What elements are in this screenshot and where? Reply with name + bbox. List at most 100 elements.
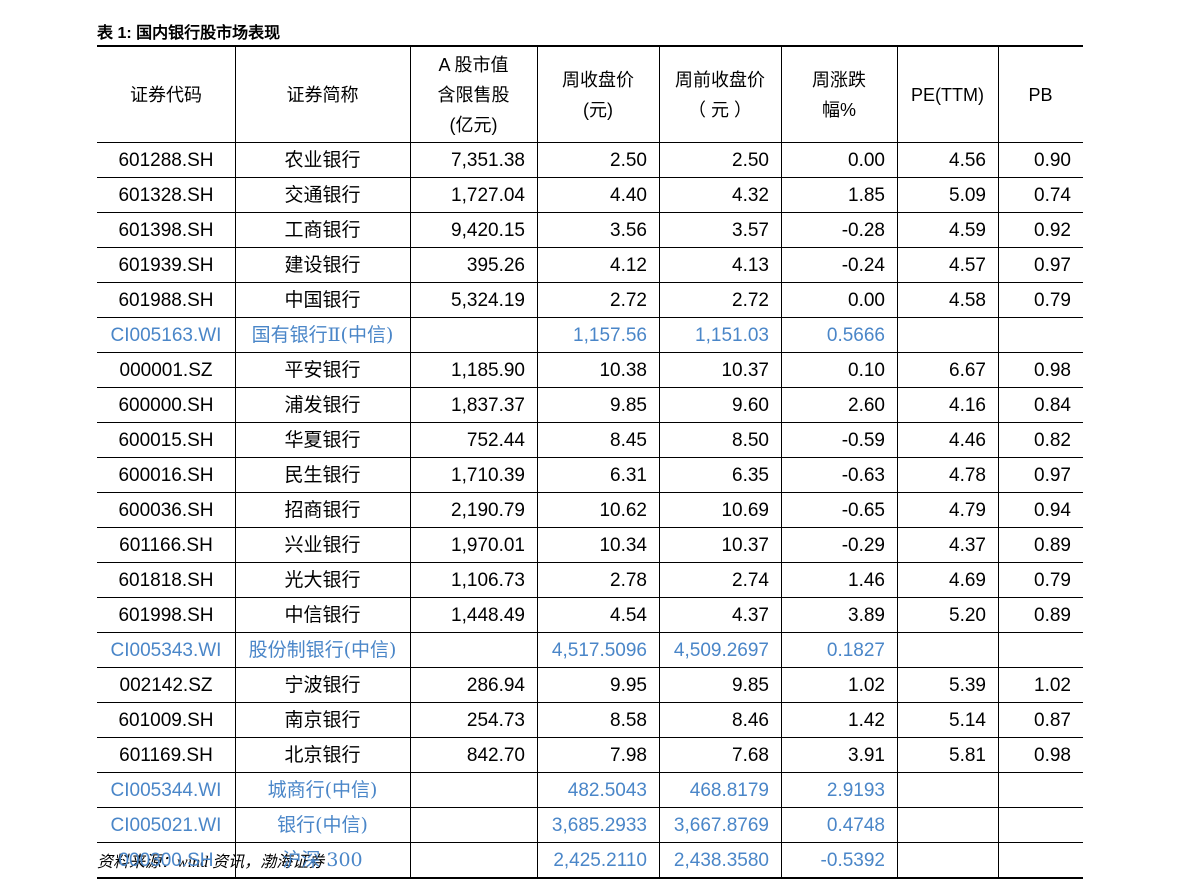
header-cell: 证券代码: [97, 46, 235, 143]
table-cell: 2,425.2110: [553, 850, 647, 871]
table-cell: 4.16: [949, 395, 986, 416]
table-cell: 4.13: [732, 255, 769, 276]
bottom-rule: [97, 877, 1083, 879]
row-rule: [97, 352, 1083, 353]
row-rule: [97, 247, 1083, 248]
header-text: (元): [583, 99, 613, 120]
table-cell: 254.73: [466, 710, 525, 731]
header-text: （ 元 ）: [687, 99, 752, 120]
table-cell: -0.5392: [820, 850, 885, 871]
table-cell: 10.34: [599, 535, 647, 556]
table-cell: 4.12: [610, 255, 647, 276]
table-cell: 5,324.19: [451, 290, 525, 311]
row-rule: [97, 282, 1083, 283]
table-cell: 4.58: [949, 290, 986, 311]
table-cell: 2.50: [732, 150, 769, 171]
table-cell: 600036.SH: [118, 500, 214, 521]
table-cell: 5.09: [949, 185, 986, 206]
table-cell: 000300.SH: [118, 850, 214, 871]
table-cell: 600016.SH: [118, 465, 214, 486]
table-cell: 城商行(中信): [267, 779, 378, 801]
table-cell: 9.95: [610, 675, 647, 696]
row-rule: [97, 527, 1083, 528]
table-cell: 601328.SH: [118, 185, 214, 206]
table-cell: 0.79: [1034, 570, 1071, 591]
table-cell: -0.65: [841, 500, 885, 521]
row-rule: [97, 562, 1083, 563]
table-cell: CI005163.WI: [110, 325, 222, 346]
table-cell: 1,106.73: [451, 570, 525, 591]
table-cell: 3.56: [610, 220, 647, 241]
header-cell: PB: [998, 46, 1083, 143]
table-cell: -0.28: [841, 220, 885, 241]
header-text: A 股市值: [438, 54, 509, 75]
table-cell: 4.56: [949, 150, 986, 171]
table-cell: 5.14: [949, 710, 986, 731]
table-cell: 建设银行: [284, 254, 361, 276]
table-cell: 国有银行Ⅱ(中信): [251, 324, 394, 346]
table-cell: 2,438.3580: [673, 850, 769, 871]
row-rule: [97, 492, 1083, 493]
table-cell: 4.32: [732, 185, 769, 206]
table-cell: 0.97: [1034, 255, 1071, 276]
header-text: 含限售股: [437, 84, 510, 105]
table-cell: 沪深 300: [282, 849, 363, 871]
table-cell: 兴业银行: [284, 534, 361, 556]
header-text: PE(TTM): [911, 84, 984, 105]
table-cell: 3.57: [732, 220, 769, 241]
table-cell: 4.37: [732, 605, 769, 626]
table-cell: 中信银行: [284, 604, 361, 626]
table-cell: 9,420.15: [451, 220, 525, 241]
table-cell: 4.57: [949, 255, 986, 276]
table-cell: 1,185.90: [451, 360, 525, 381]
table-cell: 8.45: [610, 430, 647, 451]
table-cell: 0.1827: [826, 640, 885, 661]
row-rule: [97, 597, 1083, 598]
table-cell: 5.20: [949, 605, 986, 626]
table-cell: 601288.SH: [118, 150, 214, 171]
table-cell: 601988.SH: [118, 290, 214, 311]
table-cell: 5.39: [949, 675, 986, 696]
table-cell: -0.63: [841, 465, 885, 486]
header-text: 幅%: [821, 99, 856, 120]
table-cell: 南京银行: [284, 709, 361, 731]
table-cell: 2.72: [732, 290, 769, 311]
table-cell: 1.02: [1034, 675, 1071, 696]
table-cell: 8.46: [732, 710, 769, 731]
column-rule: [235, 46, 236, 878]
table-cell: -0.29: [841, 535, 885, 556]
row-rule: [97, 457, 1083, 458]
table-cell: 中国银行: [284, 289, 361, 311]
table-cell: 4,517.5096: [551, 640, 647, 661]
table-cell: 0.00: [848, 150, 885, 171]
header-rule: [97, 142, 1083, 143]
table-cell: 0.79: [1034, 290, 1071, 311]
table-cell: 10.38: [599, 360, 647, 381]
table-cell: 光大银行: [284, 569, 361, 591]
table-cell: CI005021.WI: [110, 815, 222, 836]
table-cell: 8.58: [610, 710, 647, 731]
table-cell: 4.69: [949, 570, 986, 591]
table-cell: 1.42: [848, 710, 885, 731]
table-cell: 601009.SH: [118, 710, 214, 731]
table-cell: 7.98: [610, 745, 647, 766]
table-cell: 4.37: [949, 535, 986, 556]
table-cell: 600000.SH: [118, 395, 214, 416]
row-rule: [97, 422, 1083, 423]
table-cell: 1,710.39: [451, 465, 525, 486]
table-cell: 6.67: [949, 360, 986, 381]
table-cell: 0.00: [848, 290, 885, 311]
table-cell: 286.94: [466, 675, 525, 696]
table-cell: 0.87: [1034, 710, 1071, 731]
table-cell: 3.89: [848, 605, 885, 626]
header-text: PB: [1028, 84, 1053, 105]
column-rule: [537, 46, 538, 878]
table-cell: 宁波银行: [284, 674, 361, 696]
table-cell: 1,727.04: [451, 185, 525, 206]
header-text: 周收盘价: [562, 69, 634, 90]
table-cell: 601818.SH: [118, 570, 214, 591]
table-cell: 2.74: [732, 570, 769, 591]
column-rule: [781, 46, 782, 878]
row-rule: [97, 317, 1083, 318]
caption: 表 1: 国内银行股市场表现: [97, 25, 281, 42]
